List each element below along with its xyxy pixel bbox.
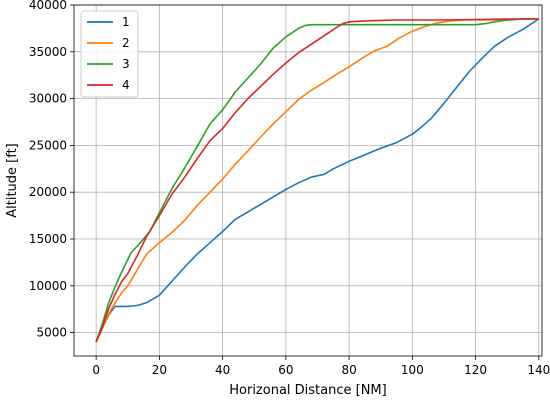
x-tick-label: 20 — [152, 363, 167, 377]
series-line-4 — [95, 18, 539, 343]
legend-label-2: 2 — [122, 36, 130, 50]
y-tick-label: 10000 — [29, 279, 67, 293]
x-tick-label: 120 — [464, 363, 487, 377]
axis-ticks: 0 20 40 60 80 100 120 140 5000 10000 15000 20000 250… — [29, 0, 550, 377]
legend-label-1: 1 — [122, 15, 130, 29]
legend-label-3: 3 — [122, 57, 130, 71]
y-tick-label: 25000 — [29, 138, 67, 152]
x-axis-label: Horizonal Distance [NM] — [229, 383, 386, 398]
y-tick-label: 15000 — [29, 232, 67, 246]
y-tick-label: 20000 — [29, 185, 67, 199]
x-tick-label: 100 — [401, 363, 424, 377]
grid — [74, 4, 542, 356]
x-tick-label: 80 — [341, 363, 356, 377]
series-lines — [95, 18, 540, 343]
x-tick-label: 40 — [215, 363, 230, 377]
plot-area-frame — [73, 4, 543, 357]
y-axis-label: Altitude [ft] — [5, 143, 20, 218]
series-line-3 — [95, 18, 539, 343]
x-tick-label: 60 — [278, 363, 293, 377]
legend-box — [80, 10, 139, 98]
y-tick-label: 40000 — [29, 0, 67, 12]
x-tick-label: 0 — [92, 363, 100, 377]
legend: 1 2 3 4 — [80, 10, 139, 98]
series-line-1 — [95, 18, 540, 343]
legend-label-4: 4 — [122, 78, 130, 92]
x-tick-label: 140 — [527, 363, 550, 377]
y-tick-label: 30000 — [29, 92, 67, 106]
y-tick-label: 5000 — [36, 326, 67, 340]
series-line-2 — [95, 18, 539, 343]
y-tick-label: 35000 — [29, 45, 67, 59]
